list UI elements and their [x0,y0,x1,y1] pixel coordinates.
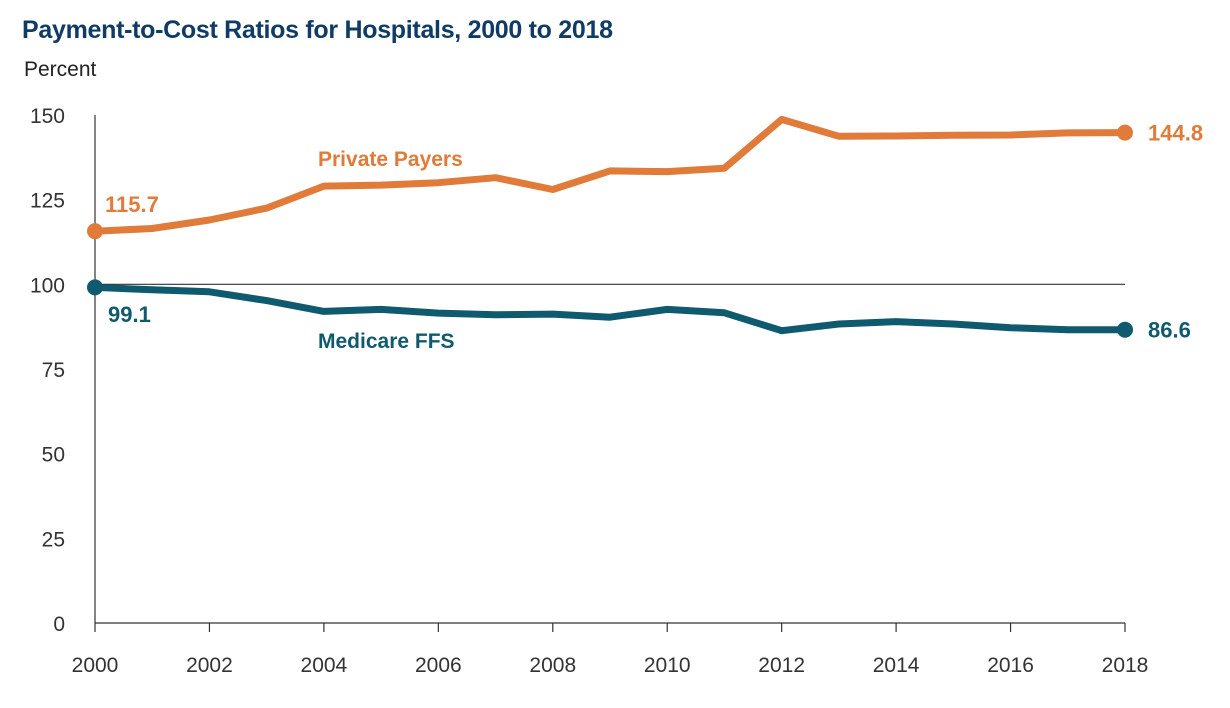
series-layer [87,115,1133,338]
x-tick-label: 2010 [644,654,691,677]
y-tick-label: 125 [30,190,65,213]
medicare-ffs-end-point [1117,321,1133,338]
y-tick-label: 25 [42,528,65,551]
private-payers-start-point [87,223,103,240]
x-tick-label: 2004 [301,654,348,677]
x-tick-label: 2014 [873,654,920,677]
axis-layer: 0 25 50 75 100 125 150 2000 2002 2004 2006 2008 2010… [30,105,1148,677]
y-tick-label: 0 [53,613,65,636]
x-tick-label: 2018 [1102,654,1149,677]
x-tick-label: 2008 [529,654,576,677]
medicare-ffs-series-label: Medicare FFS [318,330,455,353]
chart-title: Payment-to-Cost Ratios for Hospitals, 20… [22,16,613,44]
x-tick-label: 2012 [758,654,805,677]
y-axis-unit-label: Percent [24,58,97,81]
medicare-ffs-end-value: 86.6 [1148,318,1191,343]
x-tick-label: 2006 [415,654,462,677]
private-payers-series-label: Private Payers [318,148,463,171]
y-tick-label: 50 [42,444,65,467]
private-payers-end-value: 144.8 [1148,121,1203,146]
medicare-ffs-start-value: 99.1 [108,302,151,327]
private-payers-end-point [1117,124,1133,141]
medicare-ffs-start-point [87,279,103,296]
x-tick-label: 2000 [72,654,119,677]
label-layer: Private Payers Medicare FFS 115.7 144.8 99.1… [105,121,1203,353]
y-tick-label: 150 [30,105,65,128]
y-tick-label: 75 [42,359,65,382]
x-tick-label: 2016 [987,654,1034,677]
medicare-ffs-line [91,283,1129,335]
private-payers-line [91,115,1129,235]
x-tick-label: 2002 [186,654,233,677]
y-tick-label: 100 [30,274,65,297]
private-payers-start-value: 115.7 [105,192,159,217]
